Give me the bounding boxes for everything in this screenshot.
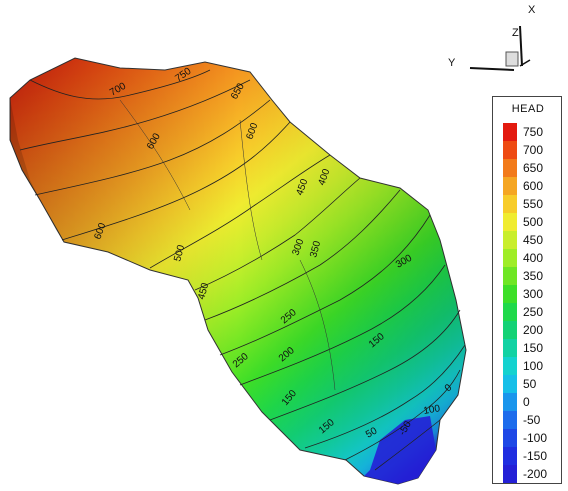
contour-lines bbox=[19, 69, 466, 471]
legend-swatch bbox=[503, 321, 517, 339]
contour-label: 350 bbox=[308, 239, 323, 258]
x-axis-line bbox=[519, 59, 531, 67]
legend-label: -100 bbox=[523, 431, 548, 445]
legend-label: 200 bbox=[523, 323, 544, 337]
contour-label: 50 bbox=[364, 425, 380, 440]
legend-label: 350 bbox=[523, 269, 544, 283]
contour-label: 450 bbox=[196, 281, 211, 300]
legend-swatch bbox=[503, 195, 517, 213]
legend-swatch bbox=[503, 303, 517, 321]
legend-label: 400 bbox=[523, 251, 544, 265]
axis-triad[interactable]: X Z Y bbox=[448, 4, 536, 71]
z-axis-line bbox=[519, 25, 523, 67]
x-axis-label: X bbox=[528, 4, 536, 16]
legend-swatch bbox=[503, 447, 517, 465]
legend-label: 150 bbox=[523, 341, 544, 355]
legend-label: 50 bbox=[523, 377, 537, 391]
legend-label: -200 bbox=[523, 467, 548, 481]
legend-swatch bbox=[503, 231, 517, 249]
legend-label: 650 bbox=[523, 161, 544, 175]
legend-label: -50 bbox=[523, 413, 541, 427]
legend-swatch bbox=[503, 411, 517, 429]
y-axis-label: Y bbox=[448, 57, 456, 69]
z-axis-label: Z bbox=[512, 27, 519, 39]
legend-swatch bbox=[503, 393, 517, 411]
legend-swatch bbox=[503, 465, 517, 483]
legend-swatch bbox=[503, 285, 517, 303]
contour-label: 0 bbox=[443, 382, 455, 394]
legend-label: 450 bbox=[523, 233, 544, 247]
legend-swatch bbox=[503, 141, 517, 159]
legend-label: 500 bbox=[523, 215, 544, 229]
legend-title: HEAD bbox=[511, 103, 545, 115]
legend-label: 0 bbox=[523, 395, 530, 409]
legend-swatch bbox=[503, 123, 517, 141]
legend-label: -150 bbox=[523, 449, 548, 463]
color-legend: HEAD 750 700 650 600 550 500 450 400 350 300 250 20… bbox=[492, 96, 562, 484]
legend-swatch bbox=[503, 339, 517, 357]
y-axis-line bbox=[469, 67, 515, 71]
legend-label: 600 bbox=[523, 179, 544, 193]
legend-label: 550 bbox=[523, 197, 544, 211]
legend-label: 100 bbox=[523, 359, 544, 373]
contour-label: 100 bbox=[423, 403, 442, 417]
legend-label: 700 bbox=[523, 143, 544, 157]
contour-label: 500 bbox=[172, 243, 187, 262]
legend-label: 250 bbox=[523, 305, 544, 319]
legend-label: 750 bbox=[523, 125, 544, 139]
legend-swatch bbox=[503, 375, 517, 393]
legend-label: 300 bbox=[523, 287, 544, 301]
axis-cube bbox=[505, 51, 519, 67]
legend-swatch bbox=[503, 159, 517, 177]
legend-swatch bbox=[503, 249, 517, 267]
legend-swatch bbox=[503, 213, 517, 231]
terrain-surface bbox=[9, 57, 467, 485]
legend-swatch bbox=[503, 267, 517, 285]
legend-swatch bbox=[503, 177, 517, 195]
legend-swatch bbox=[503, 357, 517, 375]
legend-swatch bbox=[503, 429, 517, 447]
